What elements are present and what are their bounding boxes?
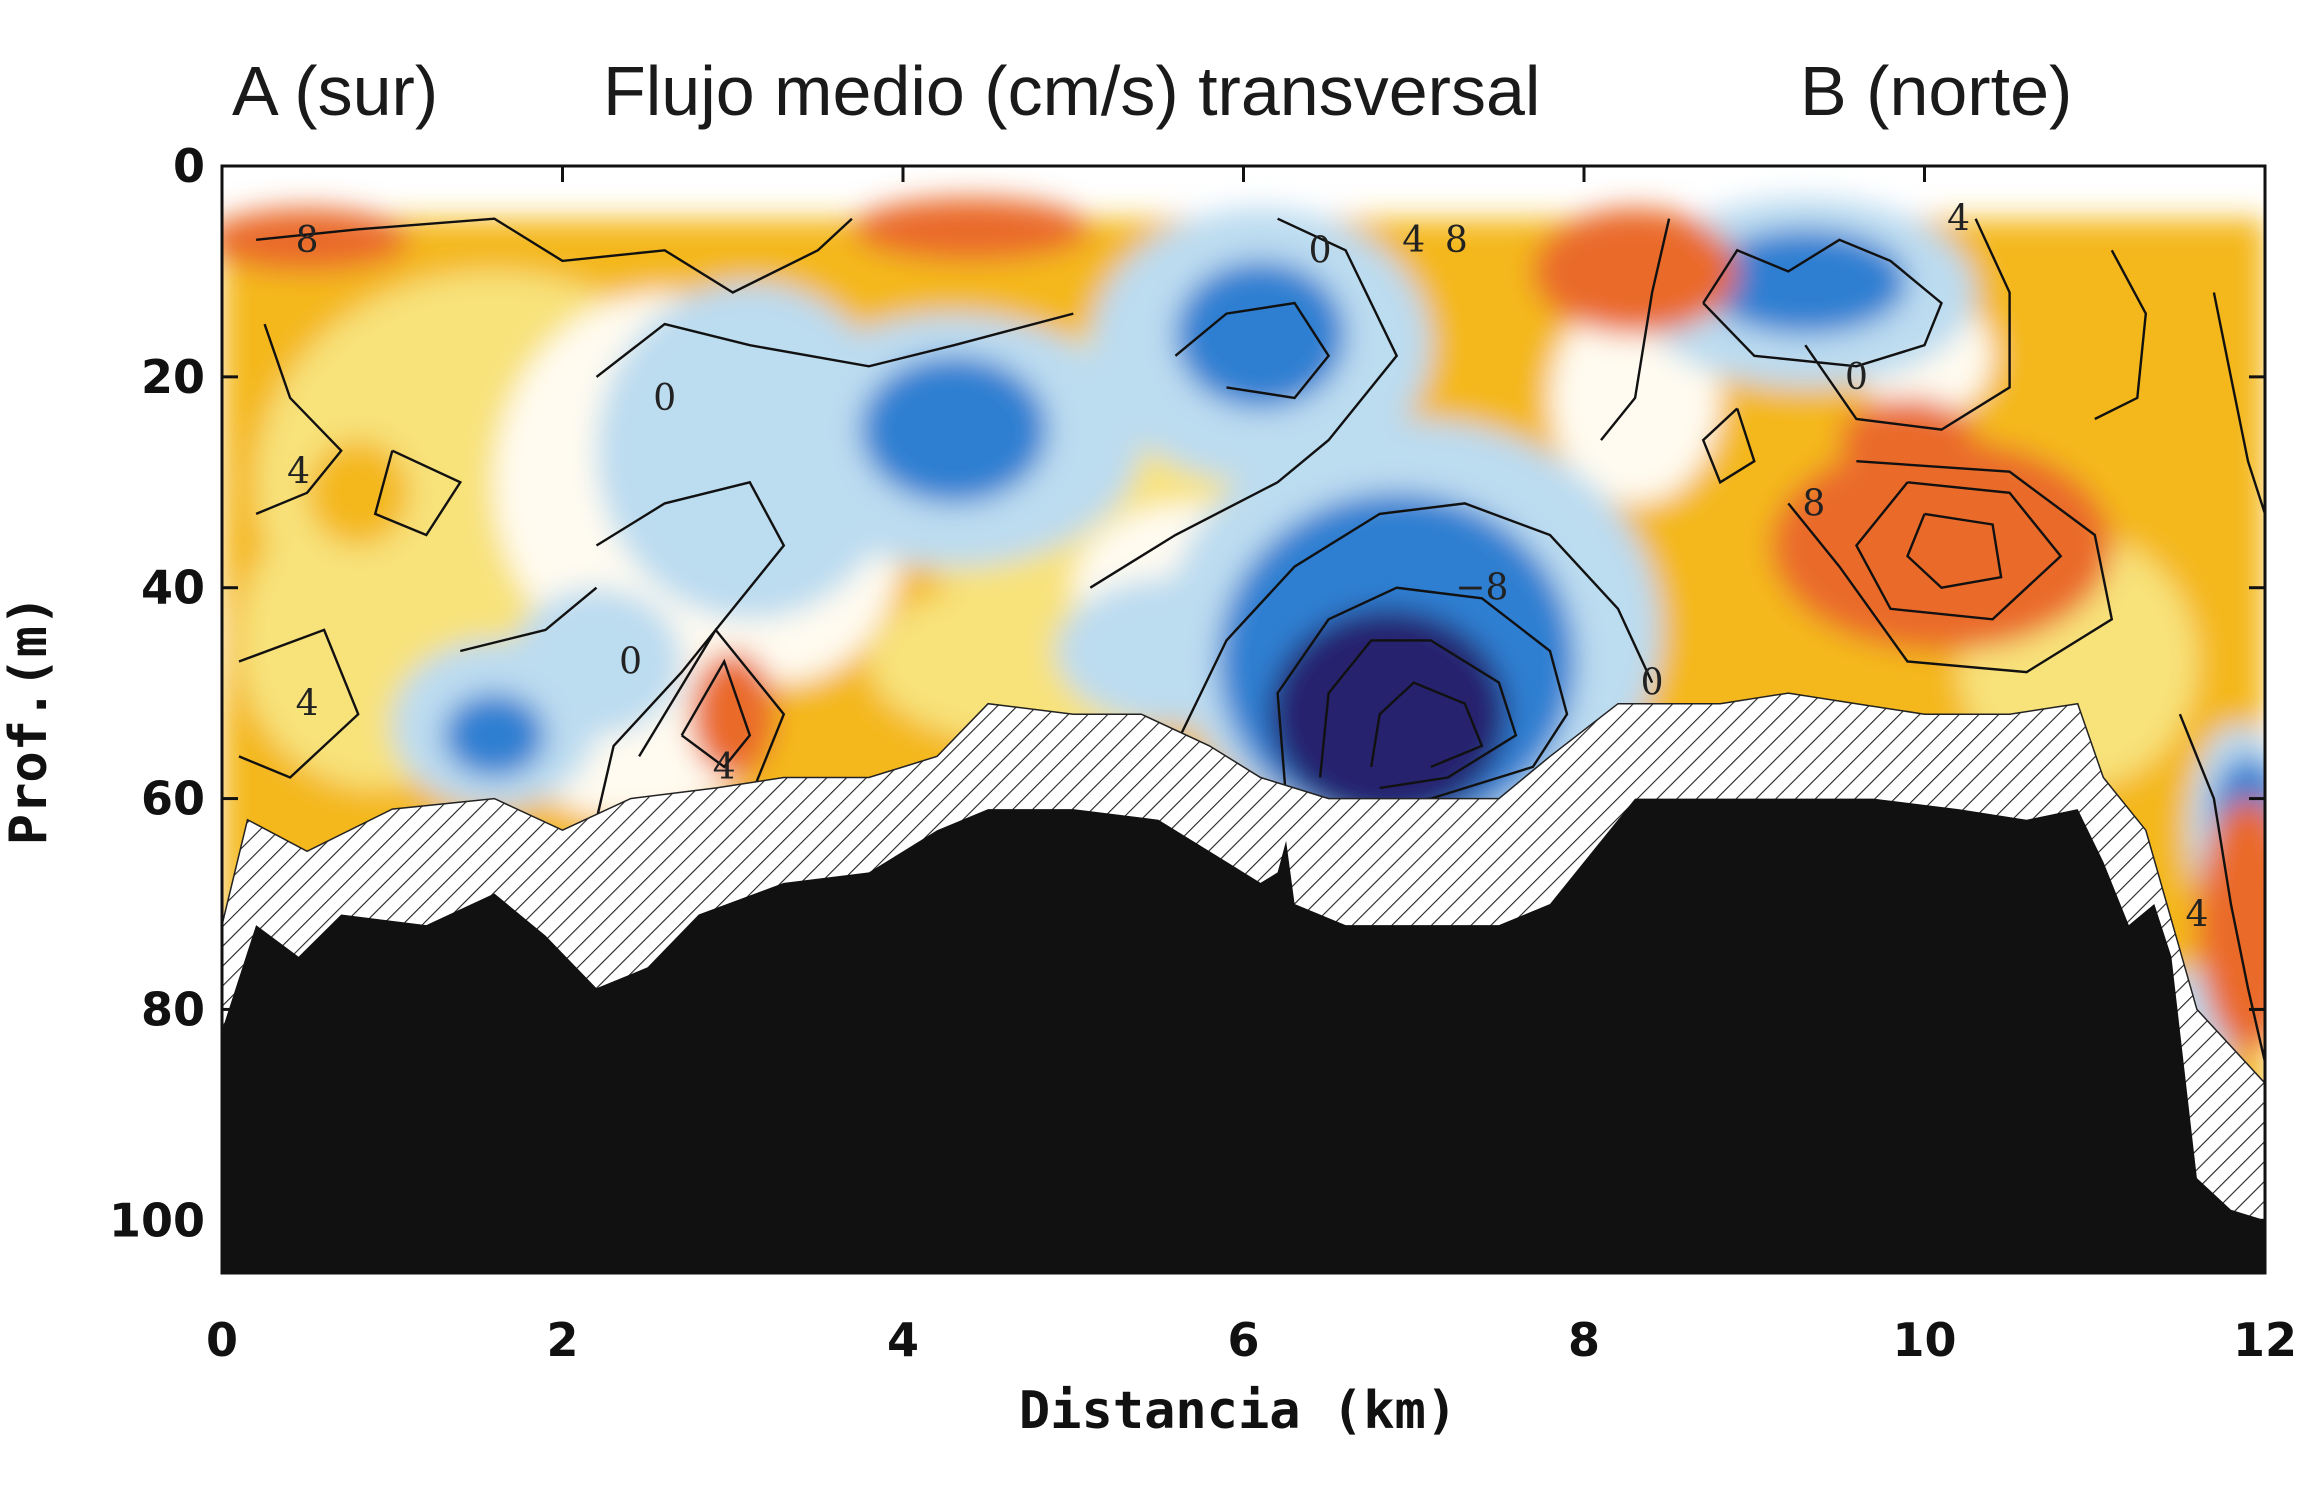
title-left: A (sur) — [232, 52, 438, 130]
field-blob — [1269, 608, 1508, 820]
contour-line — [1600, 218, 1671, 441]
x-tick-label: 12 — [2233, 1313, 2297, 1367]
contour-label: 0 — [619, 642, 642, 683]
contour-label: 4 — [296, 684, 319, 725]
contour-line — [1854, 481, 2063, 621]
field-blob — [307, 440, 410, 546]
field-blob — [511, 587, 682, 736]
field-blob — [1175, 260, 1346, 409]
field-blob — [1839, 397, 1976, 483]
contour-line — [1174, 502, 1654, 747]
x-tick-label: 6 — [1227, 1313, 1259, 1367]
field-blob — [1771, 440, 2112, 651]
contour-line — [2178, 713, 2265, 1063]
y-tick-label: 60 — [141, 772, 205, 826]
contour-line — [1089, 217, 1399, 589]
contour-line — [2212, 292, 2265, 515]
contour-label: 4 — [1402, 220, 1425, 261]
contour-label: 0 — [1309, 230, 1332, 271]
contour-label: 0 — [1845, 357, 1868, 398]
contour-line — [1702, 238, 1943, 368]
field-blob — [860, 355, 1048, 504]
x-tick-label: 10 — [1892, 1313, 1956, 1367]
y-tick-label: 100 — [109, 1193, 205, 1247]
contour-line — [638, 627, 786, 800]
contour-label: 8 — [1445, 220, 1468, 261]
y-tick-label: 80 — [141, 982, 205, 1036]
contour-label: 0 — [1641, 663, 1664, 704]
x-tick-label: 4 — [887, 1313, 919, 1367]
x-tick-label: 0 — [206, 1313, 238, 1367]
color-field — [222, 197, 2265, 1115]
contour-label: 4 — [1947, 199, 1970, 240]
contour-line — [1906, 512, 2003, 589]
field-blob — [851, 197, 1091, 261]
field-blob — [443, 693, 546, 778]
y-tick-label: 0 — [173, 139, 205, 193]
contour-line — [595, 480, 786, 820]
contour-label: 8 — [1802, 483, 1825, 524]
y-tick-label: 40 — [141, 561, 205, 615]
field-blob — [1532, 208, 1738, 335]
contour-line — [1804, 218, 2011, 431]
contour-line — [255, 217, 853, 294]
x-tick-label: 8 — [1568, 1313, 1600, 1367]
contour-label: 4 — [287, 452, 310, 493]
contour-line — [238, 628, 360, 779]
contour-line — [1370, 681, 1484, 769]
x-axis: 0 2 4 6 8 10 12 — [206, 166, 2297, 1367]
field-blob — [1703, 229, 1908, 335]
contour-line — [373, 449, 463, 537]
contour-line — [1276, 586, 1569, 811]
contour-line — [1787, 460, 2114, 674]
x-axis-label: Distancia (km) — [1019, 1381, 1457, 1441]
field-blob — [222, 208, 410, 272]
seabed-topography — [222, 798, 2265, 1273]
contour-label: 4 — [2185, 895, 2208, 936]
contour-line — [1701, 407, 1756, 485]
contour-line — [1318, 639, 1518, 790]
field-blob — [2196, 798, 2265, 1052]
contour-line — [595, 312, 1074, 378]
contour-label: −8 — [1455, 568, 1508, 609]
contour-label: 8 — [296, 220, 319, 261]
contour-label: 4 — [713, 747, 736, 788]
chart-title: Flujo medio (cm/s) transversal — [603, 52, 1540, 130]
contour-label: 0 — [653, 378, 676, 419]
contour-line — [255, 323, 343, 516]
title-right: B (norte) — [1800, 52, 2072, 130]
y-axis-label: Prof.(m) — [0, 595, 59, 845]
contour-line — [680, 658, 752, 769]
x-tick-label: 2 — [546, 1313, 578, 1367]
contour-line — [1174, 301, 1331, 400]
contour-lines — [238, 217, 2265, 1063]
y-tick-label: 20 — [141, 350, 205, 404]
contour-line — [2094, 249, 2148, 421]
contour-line — [460, 586, 598, 653]
